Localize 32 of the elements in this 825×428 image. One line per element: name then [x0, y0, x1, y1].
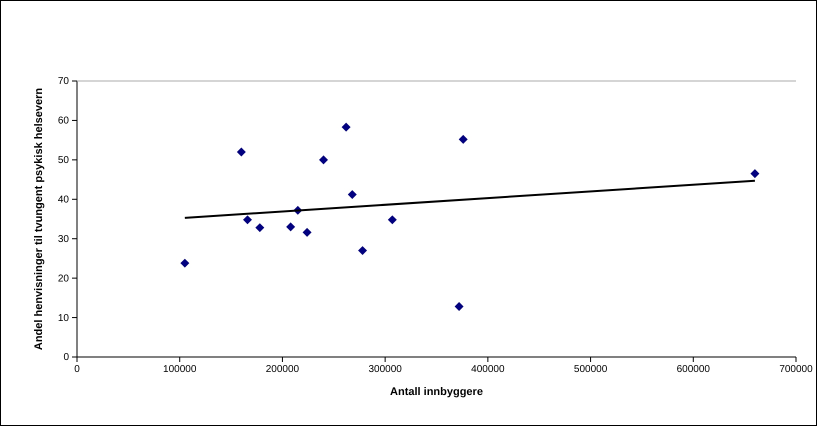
- point: [750, 169, 760, 178]
- y-axis-title: Andel henvisninger til tvungent psykisk helsevern: [33, 88, 45, 350]
- x-axis-title: Antall innbyggere: [390, 386, 483, 398]
- x-tick-label: 600000: [676, 364, 710, 376]
- y-tick-label: 30: [58, 234, 70, 245]
- y-tick-label: 40: [58, 194, 70, 206]
- point: [348, 190, 357, 200]
- y-tick-label: 60: [58, 116, 70, 127]
- point: [286, 222, 296, 232]
- x-tick-label: 400000: [471, 364, 505, 376]
- point: [388, 215, 397, 224]
- point: [342, 122, 351, 132]
- y-tick-label: 0: [63, 352, 70, 364]
- point: [358, 246, 368, 256]
- point: [454, 302, 464, 312]
- y-tick-label: 10: [58, 312, 70, 324]
- point: [236, 148, 246, 156]
- y-tick-label: 20: [58, 273, 70, 284]
- point: [243, 215, 252, 224]
- point: [180, 258, 190, 268]
- point: [458, 134, 468, 144]
- point: [255, 223, 264, 232]
- y-tick-label: 70: [58, 76, 70, 88]
- x-tick-label: 0: [74, 364, 80, 376]
- y-tick-label: 50: [58, 155, 70, 166]
- x-tick-label: 500000: [574, 364, 608, 376]
- x-tick-label: 300000: [368, 364, 402, 376]
- x-tick-label: 100000: [163, 364, 197, 376]
- point: [302, 228, 312, 237]
- x-tick-label: 700000: [779, 364, 814, 376]
- point: [319, 155, 328, 164]
- x-tick-label: 200000: [266, 364, 300, 376]
